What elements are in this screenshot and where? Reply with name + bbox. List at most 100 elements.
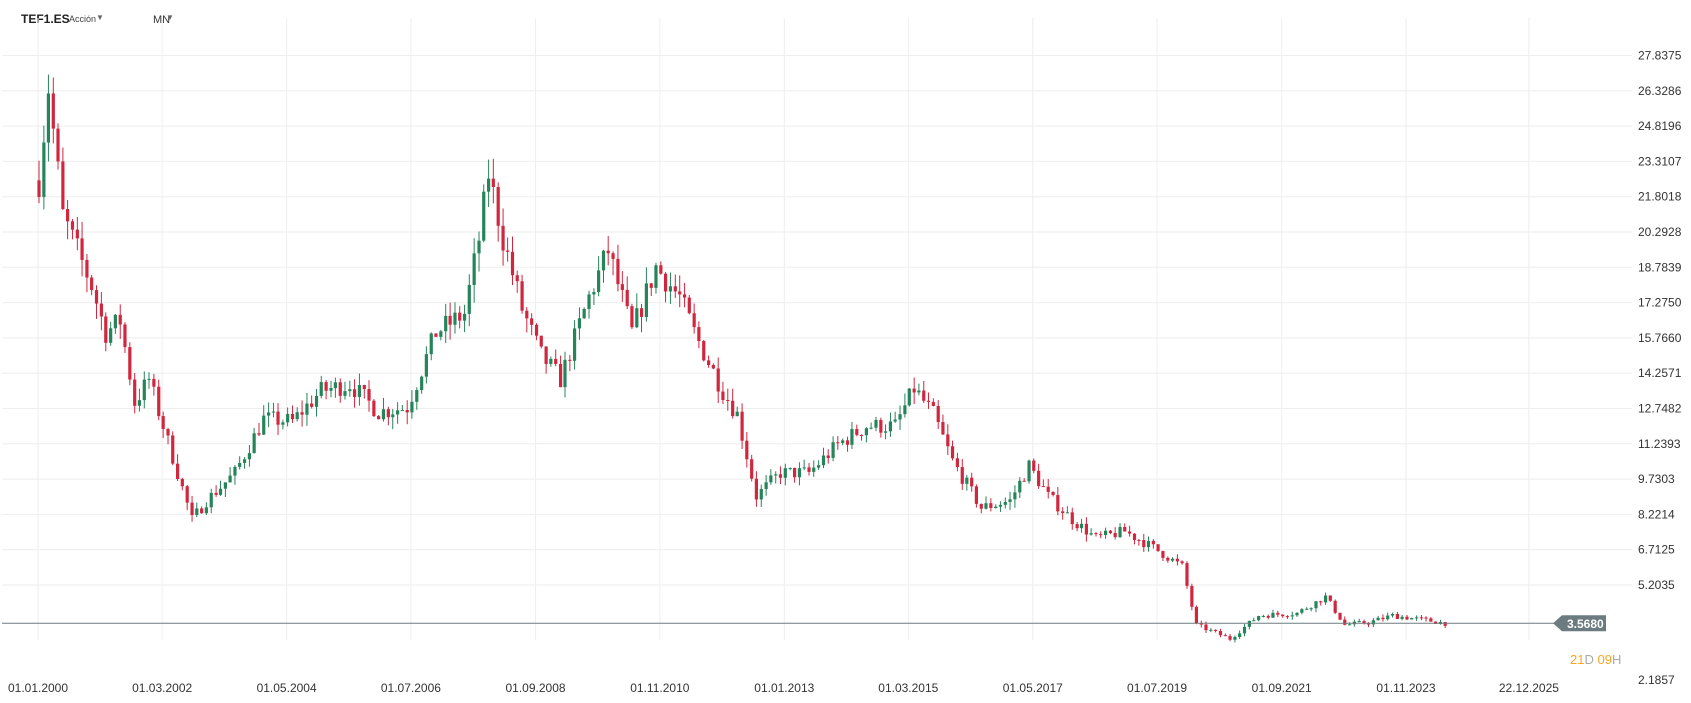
candle[interactable]	[841, 438, 845, 446]
candle[interactable]	[965, 474, 969, 491]
candle[interactable]	[453, 302, 457, 334]
candle[interactable]	[759, 484, 763, 508]
candle[interactable]	[1285, 615, 1290, 619]
candle[interactable]	[128, 342, 132, 386]
candle[interactable]	[166, 427, 170, 445]
candle[interactable]	[568, 355, 572, 372]
candle[interactable]	[807, 463, 811, 476]
candle[interactable]	[946, 424, 950, 456]
candle[interactable]	[998, 501, 1003, 512]
candle[interactable]	[1032, 458, 1036, 474]
candle[interactable]	[1123, 523, 1127, 532]
candle[interactable]	[1132, 533, 1137, 545]
candle[interactable]	[668, 272, 673, 304]
candle[interactable]	[377, 415, 381, 420]
candle[interactable]	[931, 398, 935, 407]
candle[interactable]	[1309, 607, 1313, 612]
candle[interactable]	[400, 404, 404, 412]
candle[interactable]	[314, 388, 319, 417]
candle[interactable]	[190, 495, 194, 522]
candle[interactable]	[1410, 617, 1414, 620]
candle[interactable]	[639, 303, 644, 333]
candle[interactable]	[429, 332, 433, 361]
candle[interactable]	[764, 475, 768, 496]
timeframe-selector[interactable]: MN	[153, 14, 171, 26]
candle[interactable]	[1170, 557, 1175, 563]
candle[interactable]	[176, 454, 180, 482]
candle[interactable]	[171, 431, 175, 466]
candle[interactable]	[1070, 507, 1074, 530]
candle[interactable]	[185, 485, 189, 511]
candle[interactable]	[1118, 523, 1122, 538]
candle[interactable]	[1084, 517, 1089, 542]
candle[interactable]	[644, 267, 648, 322]
candle[interactable]	[118, 304, 122, 339]
candle[interactable]	[802, 459, 806, 471]
candle[interactable]	[1018, 477, 1022, 499]
candle[interactable]	[1041, 479, 1045, 488]
candle[interactable]	[750, 454, 754, 482]
candle[interactable]	[1046, 478, 1050, 499]
candle[interactable]	[984, 496, 988, 510]
candle[interactable]	[247, 444, 252, 467]
candle[interactable]	[1257, 615, 1261, 622]
candle[interactable]	[1314, 601, 1318, 613]
candle[interactable]	[558, 355, 563, 388]
candle[interactable]	[333, 377, 337, 398]
candle[interactable]	[1295, 612, 1299, 617]
candle[interactable]	[133, 372, 137, 414]
candle[interactable]	[692, 303, 696, 334]
candle[interactable]	[898, 405, 902, 430]
candle[interactable]	[682, 282, 687, 308]
candle[interactable]	[1281, 614, 1285, 618]
candle[interactable]	[152, 373, 156, 396]
candle[interactable]	[974, 484, 979, 508]
candle[interactable]	[582, 307, 586, 319]
candle[interactable]	[1194, 605, 1199, 625]
candle[interactable]	[506, 237, 510, 262]
candle[interactable]	[467, 274, 471, 327]
candle[interactable]	[386, 406, 390, 426]
candle[interactable]	[1151, 539, 1155, 549]
candle[interactable]	[161, 411, 165, 439]
candle[interactable]	[1238, 630, 1242, 640]
candle[interactable]	[520, 274, 524, 314]
candle[interactable]	[970, 472, 974, 492]
candle[interactable]	[788, 467, 792, 471]
candle[interactable]	[1266, 614, 1270, 620]
candle[interactable]	[262, 405, 266, 436]
candle[interactable]	[912, 377, 916, 405]
candle[interactable]	[329, 380, 333, 398]
candle[interactable]	[42, 125, 46, 210]
candle[interactable]	[874, 416, 878, 432]
candle[interactable]	[817, 460, 821, 471]
candle[interactable]	[51, 77, 55, 144]
candle[interactable]	[577, 307, 582, 340]
candle[interactable]	[352, 379, 357, 408]
candle[interactable]	[61, 147, 65, 211]
candle[interactable]	[592, 288, 596, 305]
symbol-dropdown-icon[interactable]: ▼	[96, 13, 104, 22]
candle[interactable]	[625, 276, 629, 310]
candle[interactable]	[1438, 619, 1443, 625]
candle[interactable]	[501, 208, 505, 266]
candle[interactable]	[357, 373, 362, 406]
candle[interactable]	[649, 282, 653, 297]
candle[interactable]	[1276, 610, 1280, 618]
candle[interactable]	[391, 408, 395, 430]
candle[interactable]	[707, 355, 711, 368]
candle[interactable]	[223, 482, 227, 498]
candle[interactable]	[1242, 624, 1247, 637]
candle[interactable]	[496, 182, 500, 242]
candle[interactable]	[950, 440, 955, 461]
candle[interactable]	[1094, 532, 1098, 537]
candle[interactable]	[597, 256, 601, 297]
candle[interactable]	[721, 381, 725, 405]
candle[interactable]	[1079, 518, 1084, 533]
candle[interactable]	[1376, 615, 1380, 621]
candle[interactable]	[1228, 633, 1232, 642]
candle[interactable]	[515, 270, 519, 293]
candle[interactable]	[745, 431, 749, 468]
candle[interactable]	[673, 274, 677, 298]
candle[interactable]	[1390, 612, 1395, 618]
